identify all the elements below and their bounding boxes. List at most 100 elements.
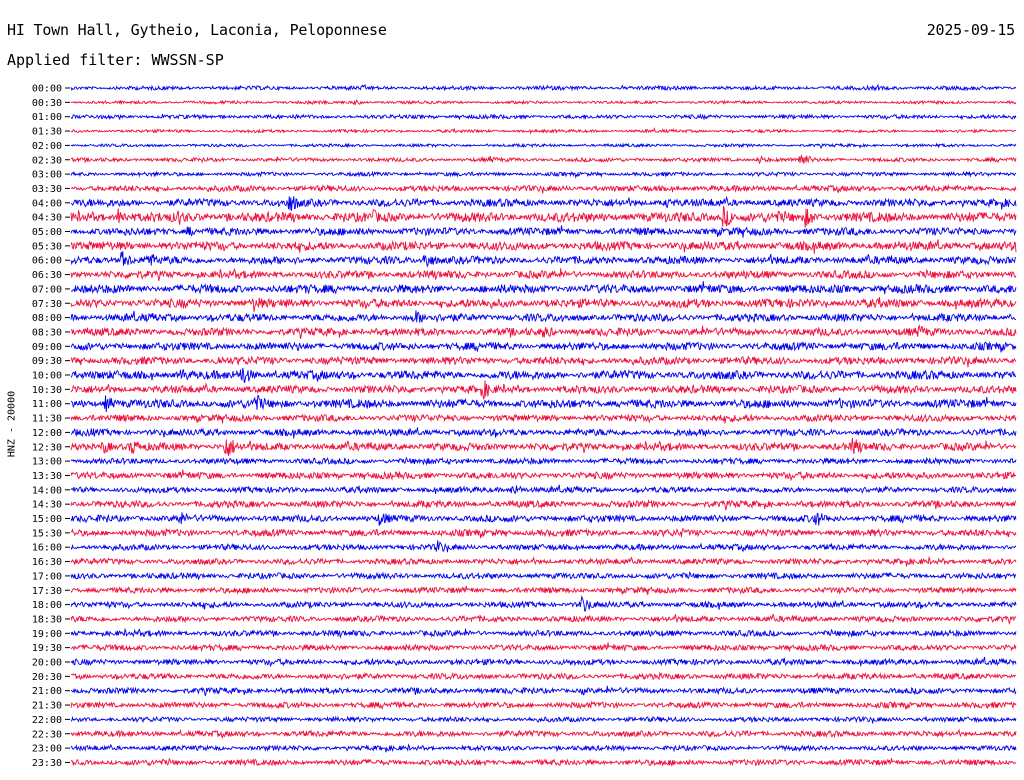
seismic-trace-1300: [70, 456, 1017, 466]
seismic-trace-1400: [70, 484, 1017, 495]
tick-label: 08:00: [32, 313, 62, 324]
seismic-trace-0330: [70, 183, 1017, 194]
tick-label: 17:30: [32, 586, 62, 597]
seismic-trace-0030: [70, 98, 1017, 106]
seismic-trace-0830: [70, 323, 1017, 339]
tick-label: 13:30: [32, 471, 62, 482]
tick-label: 23:00: [32, 744, 62, 755]
tick-label: 08:30: [32, 327, 62, 338]
tick-label: 23:30: [32, 758, 62, 769]
seismic-trace-1630: [70, 555, 1017, 567]
tick-label: 03:30: [32, 184, 62, 195]
tick-label: 09:00: [32, 342, 62, 353]
seismic-trace-1500: [70, 512, 1017, 526]
seismic-trace-1530: [70, 527, 1017, 539]
tick-label: 22:30: [32, 729, 62, 740]
tick-label: 04:00: [32, 198, 62, 209]
seismic-trace-0200: [70, 142, 1017, 149]
seismic-trace-1700: [70, 570, 1017, 581]
seismic-trace-0300: [70, 170, 1017, 179]
seismic-trace-0530: [70, 239, 1017, 254]
seismic-trace-1100: [70, 395, 1017, 413]
date-label: 2025-09-15: [926, 21, 1016, 39]
seismic-trace-2330: [70, 757, 1017, 767]
seismic-trace-1330: [70, 469, 1017, 482]
tick-label-group: 00:00 00:30 01:00 01:30 02:00 02:30 03:00 03:30…: [32, 84, 70, 769]
tick-label: 17:00: [32, 571, 62, 582]
seismic-trace-0000: [70, 83, 1017, 92]
seismic-trace-1200: [70, 427, 1017, 439]
seismic-trace-2030: [70, 671, 1017, 681]
seismic-trace-0230: [70, 154, 1017, 165]
seismic-trace-1000: [70, 367, 1017, 384]
seismic-trace-0100: [70, 113, 1017, 121]
tick-label: 21:00: [32, 686, 62, 697]
tick-label: 19:00: [32, 629, 62, 640]
seismic-trace-1430: [70, 499, 1017, 511]
tick-label: 02:00: [32, 141, 62, 152]
tick-label: 18:00: [32, 600, 62, 611]
seismic-trace-1800: [70, 594, 1017, 612]
seismic-trace-1030: [70, 380, 1017, 400]
tick-label: 12:00: [32, 428, 62, 439]
tick-label: 20:00: [32, 658, 62, 669]
tick-label: 07:00: [32, 284, 62, 295]
seismic-trace-1830: [70, 613, 1017, 626]
tick-label: 05:00: [32, 227, 62, 238]
seismic-trace-0130: [70, 127, 1017, 135]
tick-label: 02:30: [32, 155, 62, 166]
tick-label: 04:30: [32, 213, 62, 224]
tick-label: 09:30: [32, 356, 62, 367]
tick-label: 16:30: [32, 557, 62, 568]
seismic-trace-0630: [70, 267, 1017, 281]
tick-label: 10:00: [32, 371, 62, 382]
tick-label: 15:30: [32, 528, 62, 539]
tick-label: 06:30: [32, 270, 62, 281]
seismic-trace-2300: [70, 743, 1017, 753]
tick-label: 11:30: [32, 414, 62, 425]
tick-label: 11:00: [32, 399, 62, 410]
seismic-trace-2130: [70, 700, 1017, 710]
tick-label: 00:00: [32, 84, 62, 95]
tick-label: 07:30: [32, 299, 62, 310]
seismic-trace-0930: [70, 355, 1017, 368]
seismic-trace-0400: [70, 195, 1017, 211]
filter-label: Applied filter: WWSSN-SP: [7, 51, 224, 69]
tick-label: 01:00: [32, 112, 62, 123]
tick-label: 05:30: [32, 241, 62, 252]
seismic-trace-1900: [70, 627, 1017, 639]
seismic-trace-0900: [70, 341, 1017, 353]
tick-label: 16:00: [32, 543, 62, 554]
seismic-trace-1600: [70, 540, 1017, 553]
trace-group: [70, 83, 1017, 767]
tick-label: 12:30: [32, 442, 62, 453]
tick-label: 03:00: [32, 170, 62, 181]
tick-label: 06:00: [32, 256, 62, 267]
tick-label: 21:30: [32, 701, 62, 712]
tick-label: 18:30: [32, 614, 62, 625]
seismic-trace-1130: [70, 413, 1017, 424]
tick-label: 13:00: [32, 457, 62, 468]
tick-label: 19:30: [32, 643, 62, 654]
tick-label: 14:00: [32, 485, 62, 496]
seismic-trace-0730: [70, 296, 1017, 313]
tick-label: 10:30: [32, 385, 62, 396]
seismic-trace-0800: [70, 310, 1017, 324]
seismic-trace-0700: [70, 281, 1017, 295]
seismic-trace-2100: [70, 685, 1017, 696]
seismic-trace-1730: [70, 585, 1017, 595]
seismic-trace-0430: [70, 205, 1017, 228]
seismic-trace-1930: [70, 642, 1017, 653]
tick-label: 20:30: [32, 672, 62, 683]
seismic-trace-2200: [70, 715, 1017, 724]
seismic-trace-2230: [70, 728, 1017, 739]
seismic-trace-1230: [70, 437, 1017, 457]
tick-label: 01:30: [32, 127, 62, 138]
tick-label: 00:30: [32, 98, 62, 109]
seismic-trace-2000: [70, 656, 1017, 668]
tick-label: 15:00: [32, 514, 62, 525]
seismic-trace-0600: [70, 251, 1017, 268]
tick-label: 14:30: [32, 500, 62, 511]
station-title: HI Town Hall, Gytheio, Laconia, Peloponn…: [7, 21, 387, 39]
